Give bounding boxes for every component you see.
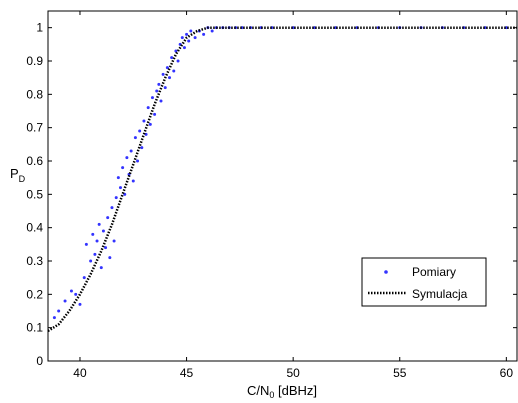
data-point-pomiary	[97, 222, 101, 226]
data-point-pomiary	[125, 156, 129, 160]
data-point-pomiary	[108, 256, 112, 260]
data-point-pomiary	[95, 239, 99, 243]
data-point-pomiary	[161, 72, 165, 76]
data-point-pomiary	[91, 232, 95, 236]
data-point-pomiary	[110, 206, 114, 210]
data-point-pomiary	[104, 246, 108, 250]
data-point-pomiary	[136, 159, 140, 163]
data-point-pomiary	[187, 39, 191, 43]
x-tick-label: 55	[393, 366, 407, 380]
data-point-pomiary	[163, 86, 167, 90]
data-point-pomiary	[63, 299, 67, 303]
data-point-pomiary	[121, 166, 125, 170]
y-tick-label: 0.7	[26, 121, 43, 135]
x-axis-label: C/N0 [dBHz]	[247, 383, 317, 400]
y-tick-label: 0.2	[26, 287, 43, 301]
data-point-pomiary	[78, 302, 82, 306]
data-point-pomiary	[172, 69, 176, 73]
data-point-pomiary	[99, 266, 103, 270]
y-tick-label: 0.1	[26, 321, 43, 335]
data-point-pomiary	[176, 59, 180, 63]
series-layer	[47, 26, 517, 333]
y-tick-label: 0.4	[26, 221, 43, 235]
legend-label-symulacja: Symulacja	[412, 287, 468, 301]
y-tick-label: 0.6	[26, 154, 43, 168]
data-point-pomiary	[112, 239, 116, 243]
data-point-pomiary	[101, 229, 105, 233]
plot-area	[47, 10, 518, 362]
data-point-pomiary	[106, 216, 110, 220]
y-axis-label: PD	[10, 166, 26, 184]
y-tick-label: 0.5	[26, 187, 43, 201]
data-point-pomiary	[168, 76, 172, 80]
data-point-pomiary	[210, 29, 214, 33]
data-point-pomiary	[180, 36, 184, 40]
x-tick-label: 60	[500, 366, 514, 380]
x-tick-label: 45	[180, 366, 194, 380]
data-point-pomiary	[138, 129, 142, 133]
x-tick-label: 40	[73, 366, 87, 380]
data-point-pomiary	[185, 32, 189, 36]
data-point-pomiary	[142, 119, 146, 123]
data-point-pomiary	[74, 292, 78, 296]
data-point-pomiary	[93, 252, 97, 256]
data-point-pomiary	[174, 49, 178, 53]
legend-label-pomiary: Pomiary	[412, 265, 456, 279]
data-point-pomiary	[116, 176, 120, 180]
data-point-pomiary	[129, 149, 133, 153]
data-point-pomiary	[159, 99, 163, 103]
data-point-pomiary	[52, 316, 56, 320]
data-point-pomiary	[165, 66, 169, 70]
data-point-pomiary	[57, 309, 61, 313]
data-point-pomiary	[84, 242, 88, 246]
legend-marker-pomiary	[384, 270, 388, 274]
y-tick-label: 0.9	[26, 54, 43, 68]
data-point-pomiary	[89, 259, 93, 263]
y-tick-label: 1	[36, 21, 43, 35]
axis-ticks: 40 45 50 55 60 0 0.1 0.2 0.3 0.4 0.5 0.6 0.7 0.8 0.9 1	[26, 11, 517, 380]
data-point-pomiary	[193, 36, 197, 40]
data-point-pomiary	[82, 276, 86, 280]
y-tick-label: 0	[36, 354, 43, 368]
data-point-pomiary	[118, 186, 122, 190]
legend-box	[361, 257, 487, 307]
data-point-pomiary	[155, 89, 159, 93]
data-point-pomiary	[157, 82, 161, 86]
data-point-pomiary	[131, 179, 135, 183]
data-point-pomiary	[146, 106, 150, 110]
data-point-pomiary	[170, 56, 174, 60]
data-point-pomiary	[189, 29, 193, 33]
data-point-pomiary	[153, 112, 157, 116]
data-point-pomiary	[202, 32, 206, 36]
data-point-pomiary	[114, 196, 118, 200]
data-point-pomiary	[133, 136, 137, 140]
data-point-pomiary	[150, 96, 154, 100]
series-line-symulacja	[47, 26, 517, 333]
data-point-pomiary	[69, 289, 73, 293]
y-tick-label: 0.3	[26, 254, 43, 268]
data-point-pomiary	[140, 146, 144, 150]
data-point-pomiary	[148, 122, 152, 126]
legend: Pomiary Symulacja	[361, 257, 487, 307]
data-point-pomiary	[182, 46, 186, 50]
x-tick-label: 50	[286, 366, 300, 380]
y-tick-label: 0.8	[26, 87, 43, 101]
